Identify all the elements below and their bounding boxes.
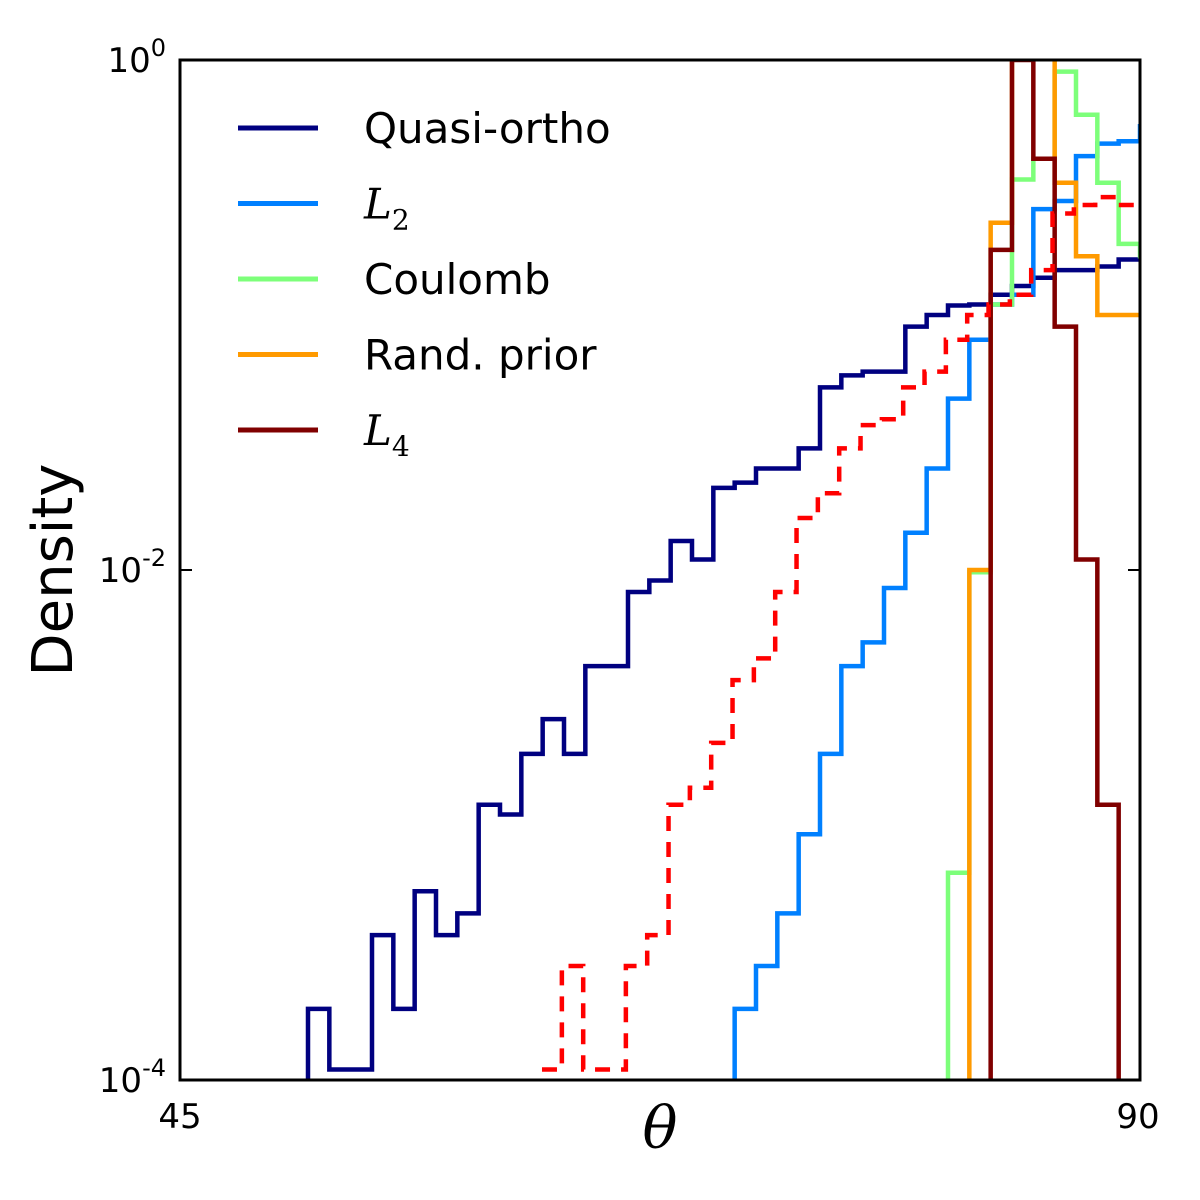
x-tick-label: 90 xyxy=(1116,1097,1159,1137)
series-quasi-ortho xyxy=(305,257,1140,1080)
x-tick-label: 45 xyxy=(158,1097,201,1137)
legend-label: L4 xyxy=(363,406,410,463)
series-layer xyxy=(305,60,1140,1080)
legend-label: Rand. prior xyxy=(364,331,597,380)
plot-frame xyxy=(178,58,1142,1082)
x-axis-label: θ xyxy=(643,1094,678,1162)
y-tick-label: 10-4 xyxy=(99,1054,166,1101)
series-dashed-red xyxy=(538,194,1140,1080)
y-axis-label: Density xyxy=(21,464,86,677)
series-rand-prior xyxy=(967,60,1140,1080)
series-l4 xyxy=(988,60,1121,1080)
legend-label: L2 xyxy=(363,180,410,237)
legend-label: Coulomb xyxy=(364,255,551,304)
ticks-layer: 10-4 10-2 100 45 90 xyxy=(99,34,1160,1137)
y-tick-label: 10-2 xyxy=(99,544,166,591)
legend: Quasi-ortho L2 Coulomb Rand. prior L4 xyxy=(238,104,611,463)
y-tick-label: 100 xyxy=(107,34,166,81)
legend-label: Quasi-ortho xyxy=(364,104,611,153)
